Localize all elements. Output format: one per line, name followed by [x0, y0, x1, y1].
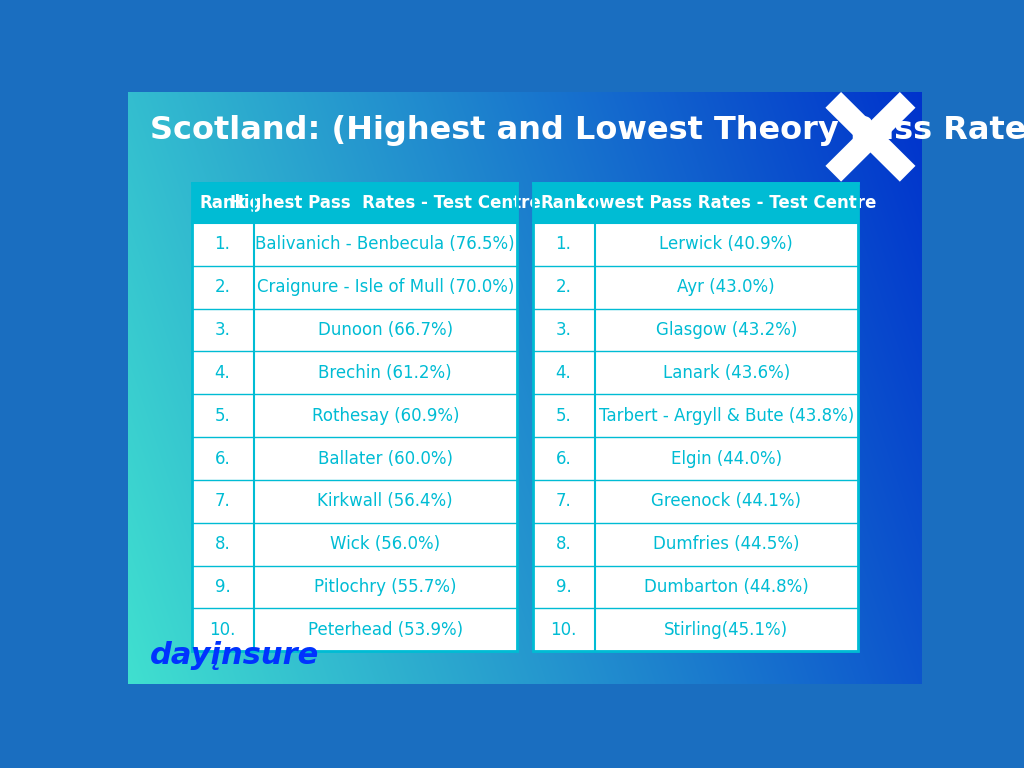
- Text: Rothesay (60.9%): Rothesay (60.9%): [311, 407, 459, 425]
- Text: Elgin (44.0%): Elgin (44.0%): [671, 449, 782, 468]
- Text: Lanark (43.6%): Lanark (43.6%): [663, 364, 790, 382]
- Text: 5.: 5.: [215, 407, 230, 425]
- Text: 9.: 9.: [556, 578, 571, 596]
- Text: 8.: 8.: [556, 535, 571, 553]
- FancyBboxPatch shape: [191, 266, 517, 309]
- Text: Kirkwall (56.4%): Kirkwall (56.4%): [317, 492, 453, 511]
- Text: Balivanich - Benbecula (76.5%): Balivanich - Benbecula (76.5%): [255, 236, 515, 253]
- Text: 4.: 4.: [215, 364, 230, 382]
- Text: Craignure - Isle of Mull (70.0%): Craignure - Isle of Mull (70.0%): [257, 278, 514, 296]
- FancyBboxPatch shape: [191, 523, 517, 565]
- Text: Dumfries (44.5%): Dumfries (44.5%): [653, 535, 800, 553]
- Text: 2.: 2.: [215, 278, 230, 296]
- Text: 1.: 1.: [556, 236, 571, 253]
- Text: 7.: 7.: [215, 492, 230, 511]
- Text: Tarbert - Argyll & Bute (43.8%): Tarbert - Argyll & Bute (43.8%): [599, 407, 854, 425]
- FancyBboxPatch shape: [191, 183, 517, 223]
- FancyBboxPatch shape: [532, 565, 858, 608]
- Text: 3.: 3.: [556, 321, 571, 339]
- FancyBboxPatch shape: [191, 437, 517, 480]
- Text: Peterhead (53.9%): Peterhead (53.9%): [308, 621, 463, 639]
- FancyBboxPatch shape: [532, 608, 858, 651]
- Text: Dunoon (66.7%): Dunoon (66.7%): [317, 321, 453, 339]
- FancyBboxPatch shape: [191, 309, 517, 352]
- FancyBboxPatch shape: [532, 437, 858, 480]
- Text: Scotland: (Highest and Lowest Theory Pass Rates): Scotland: (Highest and Lowest Theory Pas…: [150, 115, 1024, 146]
- FancyBboxPatch shape: [191, 565, 517, 608]
- Text: Lowest Pass Rates - Test Centre: Lowest Pass Rates - Test Centre: [577, 194, 876, 212]
- FancyBboxPatch shape: [532, 266, 858, 309]
- Text: Stirling(45.1%): Stirling(45.1%): [665, 621, 788, 639]
- Text: Glasgow (43.2%): Glasgow (43.2%): [655, 321, 797, 339]
- Text: Rank: Rank: [541, 194, 587, 212]
- Text: dayįnsure: dayįnsure: [150, 641, 318, 670]
- Text: Dumbarton (44.8%): Dumbarton (44.8%): [644, 578, 809, 596]
- FancyBboxPatch shape: [532, 394, 858, 437]
- Text: 1.: 1.: [215, 236, 230, 253]
- Text: Highest Pass  Rates - Test Centre: Highest Pass Rates - Test Centre: [230, 194, 541, 212]
- FancyBboxPatch shape: [191, 223, 517, 266]
- FancyBboxPatch shape: [191, 394, 517, 437]
- Text: 9.: 9.: [215, 578, 230, 596]
- FancyBboxPatch shape: [191, 352, 517, 394]
- FancyBboxPatch shape: [532, 352, 858, 394]
- FancyBboxPatch shape: [532, 183, 858, 223]
- Text: 2.: 2.: [556, 278, 571, 296]
- Text: 6.: 6.: [215, 449, 230, 468]
- FancyBboxPatch shape: [532, 523, 858, 565]
- FancyBboxPatch shape: [532, 223, 858, 266]
- FancyBboxPatch shape: [191, 608, 517, 651]
- Text: 3.: 3.: [215, 321, 230, 339]
- Text: 6.: 6.: [556, 449, 571, 468]
- FancyBboxPatch shape: [191, 480, 517, 523]
- Text: 4.: 4.: [556, 364, 571, 382]
- Text: Ballater (60.0%): Ballater (60.0%): [317, 449, 453, 468]
- Text: Pitlochry (55.7%): Pitlochry (55.7%): [314, 578, 457, 596]
- Text: Ayr (43.0%): Ayr (43.0%): [678, 278, 775, 296]
- Text: Wick (56.0%): Wick (56.0%): [330, 535, 440, 553]
- Text: Lerwick (40.9%): Lerwick (40.9%): [659, 236, 794, 253]
- FancyBboxPatch shape: [532, 309, 858, 352]
- Text: 7.: 7.: [556, 492, 571, 511]
- Text: 10.: 10.: [550, 621, 577, 639]
- Text: 5.: 5.: [556, 407, 571, 425]
- FancyBboxPatch shape: [532, 480, 858, 523]
- Text: 8.: 8.: [215, 535, 230, 553]
- Text: Rank: Rank: [200, 194, 246, 212]
- Text: Brechin (61.2%): Brechin (61.2%): [318, 364, 453, 382]
- Text: 10.: 10.: [209, 621, 236, 639]
- Text: Greenock (44.1%): Greenock (44.1%): [651, 492, 802, 511]
